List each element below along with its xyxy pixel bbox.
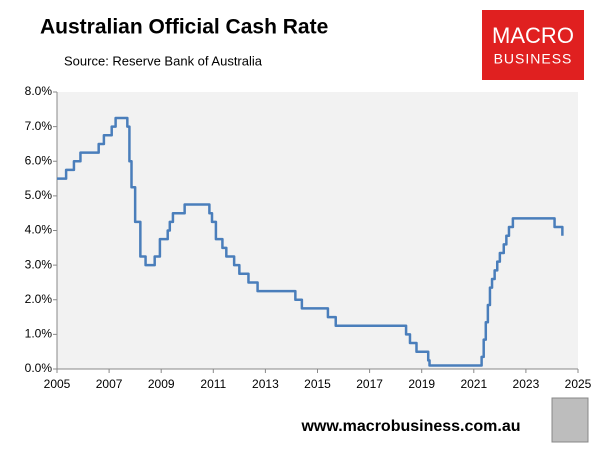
- y-tick-label: 4.0%: [25, 223, 53, 237]
- wolf-icon: [551, 397, 589, 443]
- chart-title: Australian Official Cash Rate: [40, 16, 328, 39]
- x-tick-label: 2025: [565, 377, 592, 391]
- x-tick-label: 2015: [304, 377, 331, 391]
- x-tick-label: 2011: [200, 377, 226, 391]
- x-tick-label: 2007: [96, 377, 123, 391]
- y-tick-label: 1.0%: [25, 327, 53, 341]
- footer: www.macrobusiness.com.au: [300, 418, 520, 435]
- x-tick-label: 2005: [44, 377, 71, 391]
- x-tick-label: 2021: [460, 377, 487, 391]
- plot-area: [57, 92, 578, 369]
- y-tick-label: 8.0%: [25, 84, 53, 98]
- x-tick-label: 2019: [408, 377, 435, 391]
- data-line: [57, 116, 564, 367]
- logo-line1: MACRO: [492, 23, 574, 48]
- y-tick-label: 6.0%: [25, 153, 53, 167]
- y-tick-label: 7.0%: [25, 119, 53, 133]
- x-tick-label: 2009: [148, 377, 175, 391]
- logo-box: [482, 10, 584, 80]
- x-tick-label: 2017: [356, 377, 383, 391]
- x-tick-label: 2023: [513, 377, 540, 391]
- y-tick-label: 5.0%: [25, 188, 53, 202]
- chart-subtitle: Source: Reserve Bank of Australia: [64, 53, 263, 68]
- x-tick-label: 2013: [252, 377, 279, 391]
- y-tick-label: 0.0%: [25, 361, 53, 375]
- y-tick-label: 3.0%: [25, 257, 53, 271]
- y-tick-label: 2.0%: [25, 292, 53, 306]
- logo-line2: BUSINESS: [494, 51, 573, 67]
